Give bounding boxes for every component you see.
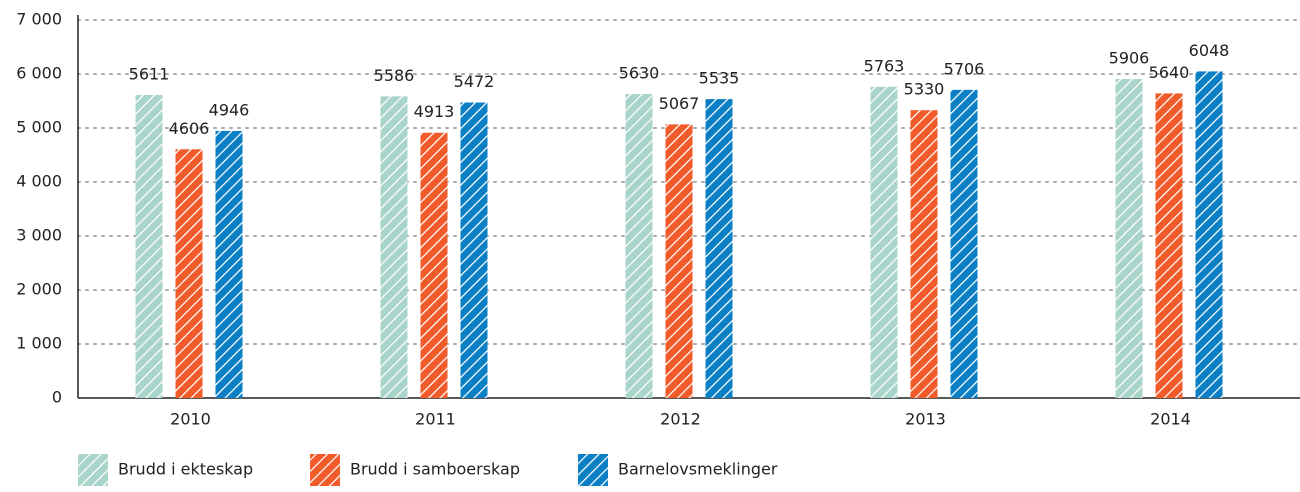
- bar: [420, 132, 448, 398]
- value-label: 5586: [374, 66, 415, 85]
- x-tick-label: 2013: [905, 410, 946, 429]
- legend-label: Brudd i samboerskap: [350, 460, 520, 479]
- bar: [1155, 93, 1183, 398]
- value-label: 5330: [904, 80, 945, 99]
- y-tick-label: 7 000: [16, 10, 62, 29]
- bar: [910, 110, 938, 399]
- y-tick-label: 6 000: [16, 64, 62, 83]
- value-label: 5535: [699, 69, 740, 88]
- legend-label: Barnelovsmeklinger: [618, 460, 778, 479]
- y-tick-label: 4 000: [16, 172, 62, 191]
- value-label: 5067: [659, 94, 700, 113]
- legend-swatch: [578, 454, 608, 486]
- value-label: 5763: [864, 56, 905, 75]
- bar: [1115, 79, 1143, 399]
- y-tick-label: 0: [52, 388, 62, 407]
- legend-swatch: [78, 454, 108, 486]
- bar: [870, 86, 898, 398]
- y-tick-label: 2 000: [16, 280, 62, 299]
- value-label: 4606: [169, 119, 210, 138]
- bar: [135, 95, 163, 399]
- legend-swatch: [310, 454, 340, 486]
- bar: [175, 149, 203, 398]
- value-label: 5906: [1109, 49, 1150, 68]
- bar: [665, 124, 693, 398]
- bar: [1195, 71, 1223, 399]
- value-label: 5611: [129, 65, 170, 84]
- bar: [380, 96, 408, 398]
- value-label: 5472: [454, 72, 495, 91]
- value-label: 4913: [414, 102, 455, 121]
- value-label: 5630: [619, 63, 660, 82]
- y-tick-label: 1 000: [16, 334, 62, 353]
- y-tick-label: 3 000: [16, 226, 62, 245]
- value-label: 5706: [944, 59, 985, 78]
- bar: [950, 89, 978, 398]
- x-tick-label: 2012: [660, 410, 701, 429]
- bar: [705, 99, 733, 399]
- y-tick-label: 5 000: [16, 118, 62, 137]
- bar: [625, 93, 653, 398]
- bar: [460, 102, 488, 399]
- value-label: 6048: [1189, 41, 1230, 60]
- value-label: 5640: [1149, 63, 1190, 82]
- x-tick-label: 2014: [1150, 410, 1191, 429]
- x-tick-label: 2011: [415, 410, 456, 429]
- bar: [215, 130, 243, 398]
- x-tick-label: 2010: [170, 410, 211, 429]
- legend-label: Brudd i ekteskap: [118, 460, 253, 479]
- value-label: 4946: [209, 100, 250, 119]
